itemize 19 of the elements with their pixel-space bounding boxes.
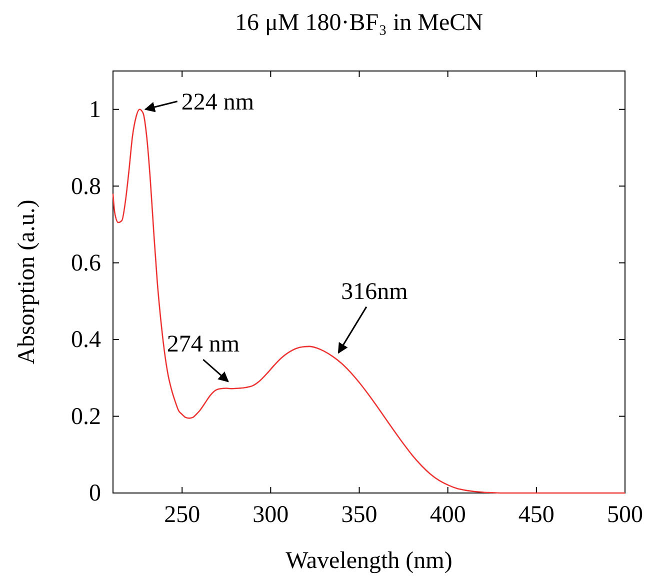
y-tick-label: 0.6 — [71, 250, 101, 276]
x-tick-label: 250 — [164, 502, 200, 528]
y-tick-label: 0.4 — [71, 327, 101, 354]
annotation: 316nm — [341, 278, 408, 305]
y-tick-label: 1 — [89, 97, 101, 124]
x-tick-label: 500 — [607, 502, 643, 528]
y-tick-label: 0.8 — [71, 174, 101, 200]
y-axis-title: Absorption (a.u.) — [14, 200, 40, 364]
y-tick-label: 0.2 — [71, 404, 101, 430]
x-tick-label: 400 — [430, 502, 466, 528]
x-axis-title: Wavelength (nm) — [286, 548, 452, 574]
x-tick-label: 300 — [252, 502, 289, 528]
line-series — [112, 108, 626, 494]
x-tick-label: 450 — [518, 502, 554, 528]
annotation: 224 nm — [181, 89, 254, 116]
x-tick-label: 350 — [341, 502, 378, 528]
chart-title: 16 μM 180·BF₃ in MeCN — [235, 10, 483, 36]
annotation: 274 nm — [166, 332, 240, 358]
y-tick-label: 0 — [89, 480, 101, 507]
